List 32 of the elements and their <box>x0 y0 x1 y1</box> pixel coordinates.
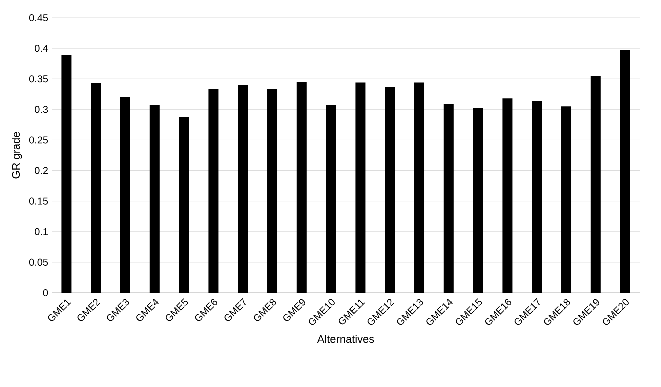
bar <box>120 97 130 293</box>
bar <box>590 76 601 293</box>
bar <box>62 55 72 293</box>
bar <box>620 50 630 293</box>
bar <box>562 106 572 293</box>
x-axis-title: Alternatives <box>317 335 374 344</box>
y-tick-label: 0.45 <box>29 14 48 22</box>
bar <box>296 82 307 293</box>
y-tick-label: 0.35 <box>29 76 48 83</box>
bar <box>473 108 484 293</box>
y-tick-label: 0.3 <box>35 106 48 114</box>
bar <box>208 90 219 293</box>
bar <box>385 87 396 293</box>
bar <box>91 83 102 293</box>
bar <box>356 82 366 293</box>
bar <box>444 104 454 293</box>
y-tick-label: 0.25 <box>29 136 48 144</box>
y-tick-label: 0.05 <box>29 258 48 266</box>
bar <box>502 98 513 293</box>
y-tick-label: 0.15 <box>29 198 48 205</box>
y-tick-label: 0.4 <box>35 45 48 52</box>
bar <box>326 105 336 293</box>
bar <box>179 117 190 293</box>
y-tick-label: 0 <box>43 289 48 297</box>
bar <box>268 90 278 293</box>
bar <box>414 82 425 293</box>
y-tick-label: 0.1 <box>35 228 48 236</box>
bar <box>532 101 542 293</box>
y-axis-title: GR grade <box>12 132 22 179</box>
bar <box>150 105 160 293</box>
y-tick-label: 0.2 <box>35 167 48 174</box>
bar <box>238 85 248 293</box>
